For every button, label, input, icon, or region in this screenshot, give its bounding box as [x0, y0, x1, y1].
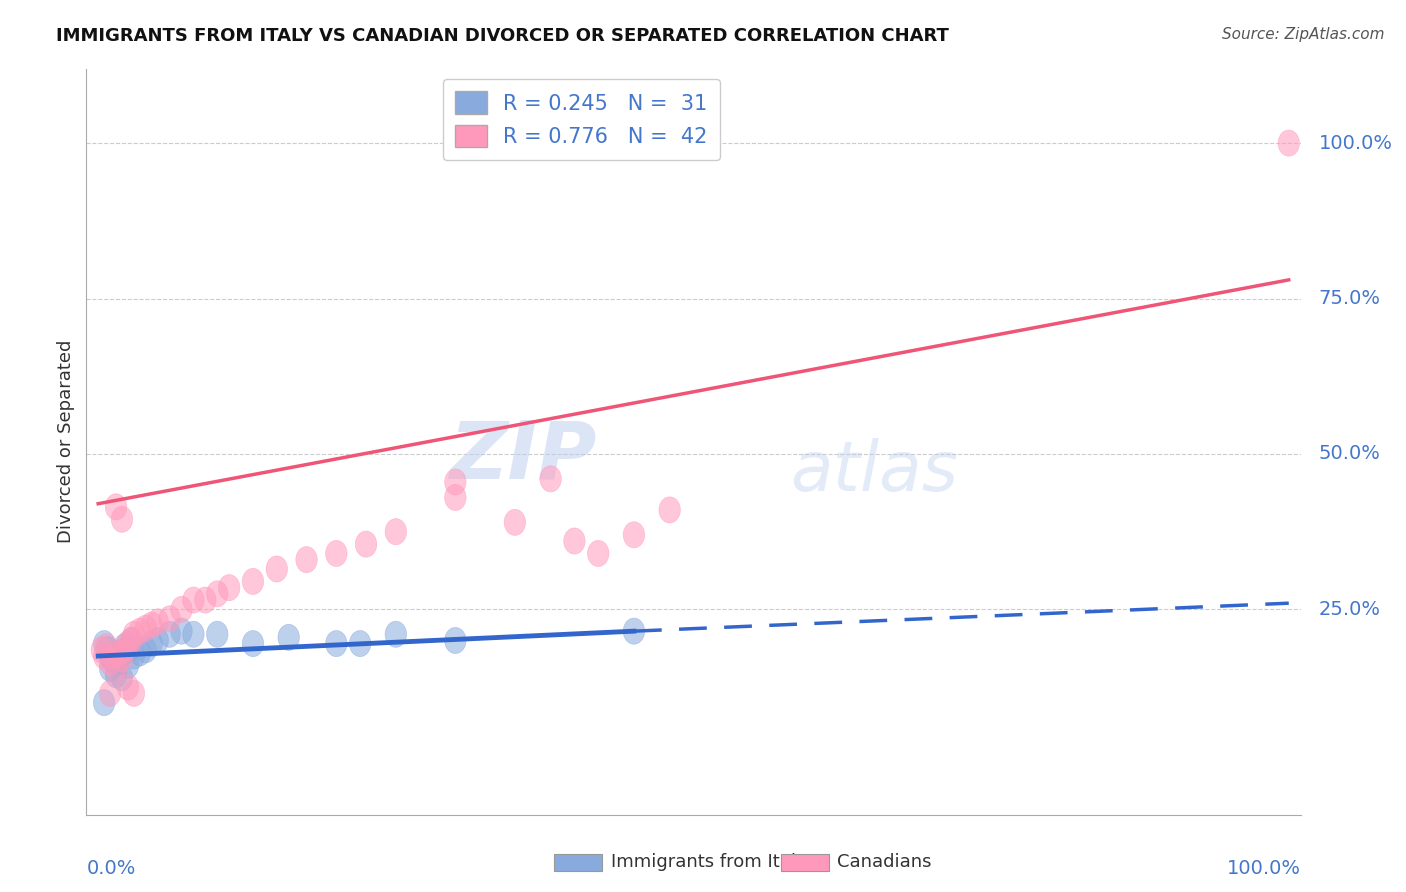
- Ellipse shape: [505, 509, 526, 535]
- Text: atlas: atlas: [790, 438, 959, 505]
- Ellipse shape: [117, 637, 139, 663]
- Ellipse shape: [659, 497, 681, 523]
- Ellipse shape: [96, 633, 117, 660]
- Bar: [780, 855, 830, 871]
- Ellipse shape: [326, 631, 347, 657]
- Ellipse shape: [129, 640, 150, 666]
- Ellipse shape: [540, 466, 561, 491]
- Ellipse shape: [93, 643, 115, 669]
- Ellipse shape: [242, 631, 264, 657]
- Ellipse shape: [295, 547, 318, 573]
- Text: IMMIGRANTS FROM ITALY VS CANADIAN DIVORCED OR SEPARATED CORRELATION CHART: IMMIGRANTS FROM ITALY VS CANADIAN DIVORC…: [56, 27, 949, 45]
- Ellipse shape: [141, 631, 163, 657]
- Ellipse shape: [564, 528, 585, 554]
- Ellipse shape: [266, 556, 287, 582]
- Ellipse shape: [183, 587, 204, 613]
- Ellipse shape: [135, 615, 156, 641]
- Text: 50.0%: 50.0%: [1319, 444, 1381, 464]
- Ellipse shape: [100, 649, 121, 675]
- Text: 100.0%: 100.0%: [1319, 134, 1393, 153]
- Ellipse shape: [326, 541, 347, 566]
- Ellipse shape: [111, 646, 132, 673]
- Ellipse shape: [170, 597, 193, 623]
- Ellipse shape: [114, 633, 135, 660]
- Ellipse shape: [218, 574, 240, 600]
- Ellipse shape: [100, 681, 121, 706]
- Ellipse shape: [105, 656, 127, 681]
- Ellipse shape: [111, 665, 132, 690]
- Ellipse shape: [117, 674, 139, 700]
- Text: ZIP: ZIP: [449, 417, 596, 495]
- Ellipse shape: [588, 541, 609, 566]
- Ellipse shape: [93, 690, 115, 715]
- Ellipse shape: [124, 621, 145, 648]
- Ellipse shape: [121, 627, 142, 654]
- Ellipse shape: [183, 621, 204, 648]
- Text: 100.0%: 100.0%: [1226, 859, 1301, 879]
- Ellipse shape: [350, 631, 371, 657]
- Ellipse shape: [111, 640, 132, 666]
- Ellipse shape: [141, 612, 163, 638]
- Ellipse shape: [207, 581, 228, 607]
- Ellipse shape: [148, 608, 169, 635]
- Text: 75.0%: 75.0%: [1319, 289, 1381, 308]
- Ellipse shape: [97, 637, 118, 663]
- Ellipse shape: [101, 643, 124, 669]
- Ellipse shape: [91, 637, 112, 663]
- Ellipse shape: [444, 469, 465, 495]
- Ellipse shape: [194, 587, 217, 613]
- Ellipse shape: [105, 662, 127, 688]
- Ellipse shape: [108, 643, 131, 669]
- Ellipse shape: [207, 621, 228, 648]
- Ellipse shape: [385, 621, 406, 648]
- Text: 25.0%: 25.0%: [1319, 600, 1381, 619]
- Ellipse shape: [170, 618, 193, 644]
- Ellipse shape: [159, 621, 180, 648]
- Ellipse shape: [124, 681, 145, 706]
- Ellipse shape: [105, 649, 127, 675]
- Ellipse shape: [101, 646, 124, 673]
- Ellipse shape: [117, 652, 139, 679]
- Ellipse shape: [623, 522, 645, 548]
- Ellipse shape: [108, 640, 131, 666]
- Ellipse shape: [444, 627, 465, 654]
- Ellipse shape: [278, 624, 299, 650]
- Text: Immigrants from Italy: Immigrants from Italy: [610, 854, 807, 871]
- Ellipse shape: [623, 618, 645, 644]
- Ellipse shape: [93, 631, 115, 657]
- Ellipse shape: [356, 531, 377, 558]
- Ellipse shape: [1278, 130, 1299, 156]
- Ellipse shape: [117, 631, 139, 657]
- Ellipse shape: [242, 568, 264, 594]
- Ellipse shape: [444, 484, 465, 510]
- Text: Source: ZipAtlas.com: Source: ZipAtlas.com: [1222, 27, 1385, 42]
- Ellipse shape: [105, 494, 127, 520]
- Ellipse shape: [114, 637, 135, 663]
- Ellipse shape: [148, 627, 169, 654]
- Ellipse shape: [129, 618, 150, 644]
- Ellipse shape: [159, 606, 180, 632]
- Legend: R = 0.245   N =  31, R = 0.776   N =  42: R = 0.245 N = 31, R = 0.776 N = 42: [443, 78, 720, 160]
- Ellipse shape: [100, 643, 121, 669]
- Text: Canadians: Canadians: [837, 854, 931, 871]
- Ellipse shape: [385, 518, 406, 545]
- Ellipse shape: [111, 506, 132, 533]
- Text: 0.0%: 0.0%: [86, 859, 135, 879]
- Ellipse shape: [135, 637, 156, 663]
- Ellipse shape: [100, 656, 121, 681]
- Ellipse shape: [124, 643, 145, 669]
- Bar: [554, 855, 602, 871]
- Ellipse shape: [121, 627, 142, 654]
- Y-axis label: Divorced or Separated: Divorced or Separated: [58, 340, 75, 543]
